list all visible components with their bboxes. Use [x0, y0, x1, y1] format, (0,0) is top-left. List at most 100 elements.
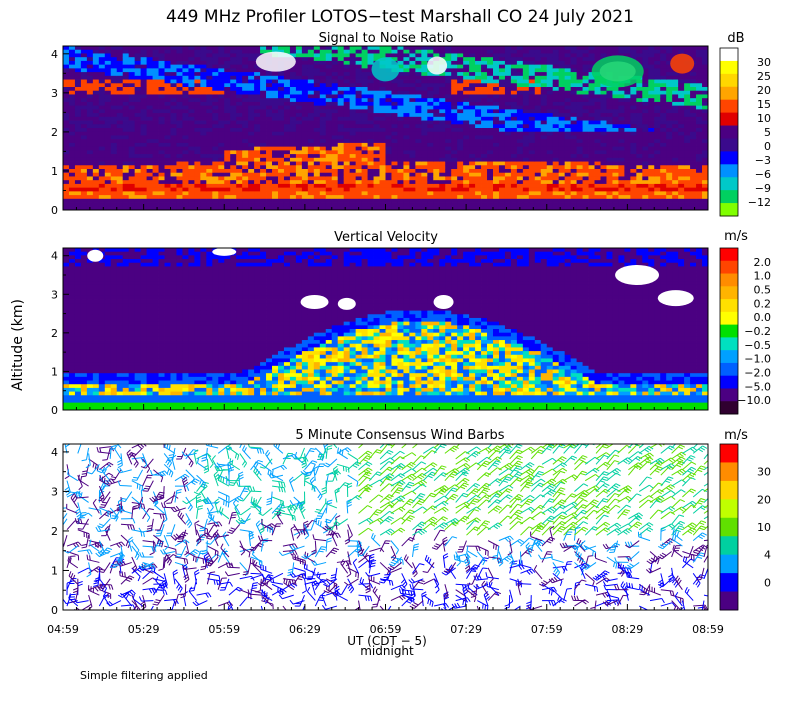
snr-cell — [595, 50, 601, 54]
snr-cell — [648, 132, 654, 136]
snr-cell — [230, 176, 236, 180]
snr-cell — [302, 87, 308, 91]
snr-cell — [260, 128, 266, 132]
snr-cell — [505, 53, 511, 57]
snr-cell — [350, 124, 356, 128]
velocity-cell — [63, 322, 69, 326]
snr-cell — [171, 76, 177, 80]
snr-cell — [553, 143, 559, 147]
snr-cell — [129, 83, 135, 87]
snr-cell — [272, 173, 278, 177]
snr-cell — [445, 72, 451, 76]
snr-cell — [529, 57, 535, 61]
snr-cell — [278, 124, 284, 128]
snr-cell — [129, 143, 135, 147]
snr-cell — [589, 203, 595, 207]
snr-cell — [439, 106, 445, 110]
snr-cell — [487, 121, 493, 125]
snr-cell — [511, 150, 517, 154]
snr-cell — [356, 46, 362, 50]
snr-cell — [684, 184, 690, 188]
snr-cell — [320, 180, 326, 184]
snr-cell — [320, 203, 326, 207]
snr-cell — [654, 106, 660, 110]
snr-cell — [368, 128, 374, 132]
snr-cell — [535, 113, 541, 117]
snr-cell — [475, 46, 481, 50]
velocity-cell — [75, 252, 81, 256]
snr-cell — [308, 94, 314, 98]
snr-cell — [212, 195, 218, 199]
snr-cell — [612, 132, 618, 136]
snr-cell — [105, 102, 111, 106]
snr-cell — [63, 50, 69, 54]
snr-cell — [469, 121, 475, 125]
snr-cell — [606, 139, 612, 143]
snr-cell — [218, 143, 224, 147]
snr-cell — [523, 72, 529, 76]
snr-cell — [296, 117, 302, 121]
snr-cell — [93, 109, 99, 113]
snr-cell — [618, 176, 624, 180]
snr-cell — [487, 83, 493, 87]
snr-cell — [630, 203, 636, 207]
snr-cell — [99, 176, 105, 180]
snr-cell — [350, 106, 356, 110]
snr-cell — [451, 117, 457, 121]
snr-cell — [135, 132, 141, 136]
snr-cell — [493, 124, 499, 128]
velocity-cell — [69, 329, 75, 333]
snr-cell — [565, 80, 571, 84]
snr-cell — [445, 113, 451, 117]
snr-cell — [684, 128, 690, 132]
snr-cell — [129, 80, 135, 84]
snr-cell — [481, 199, 487, 203]
snr-cell — [487, 176, 493, 180]
snr-cell — [397, 158, 403, 162]
snr-cell — [147, 53, 153, 57]
snr-cell — [272, 117, 278, 121]
snr-cell — [278, 135, 284, 139]
snr-cell — [254, 50, 260, 54]
snr-cell — [391, 50, 397, 54]
snr-cell — [630, 91, 636, 95]
snr-cell — [409, 113, 415, 117]
snr-cell — [362, 139, 368, 143]
snr-cell — [326, 191, 332, 195]
snr-cell — [559, 117, 565, 121]
snr-cell — [254, 195, 260, 199]
snr-cell — [69, 76, 75, 80]
snr-cell — [565, 169, 571, 173]
snr-cell — [391, 98, 397, 102]
snr-cell — [87, 121, 93, 125]
snr-cell — [463, 91, 469, 95]
snr-cell — [374, 150, 380, 154]
snr-cell — [248, 106, 254, 110]
snr-cell — [565, 83, 571, 87]
snr-cell — [123, 76, 129, 80]
snr-cell — [463, 68, 469, 72]
snr-cell — [171, 154, 177, 158]
snr-cell — [260, 117, 266, 121]
snr-cell — [200, 162, 206, 166]
snr-cell — [445, 135, 451, 139]
snr-cell — [350, 143, 356, 147]
snr-cell — [206, 94, 212, 98]
snr-cell — [153, 188, 159, 192]
snr-cell — [75, 121, 81, 125]
snr-cell — [654, 80, 660, 84]
snr-cell — [314, 128, 320, 132]
snr-plume — [670, 54, 694, 74]
snr-cell — [618, 94, 624, 98]
snr-cell — [81, 188, 87, 192]
snr-cell — [165, 61, 171, 65]
snr-cell — [433, 169, 439, 173]
snr-cell — [368, 143, 374, 147]
snr-cell — [475, 139, 481, 143]
snr-cell — [427, 50, 433, 54]
snr-cell — [380, 165, 386, 169]
snr-cell — [571, 46, 577, 50]
snr-cell — [117, 154, 123, 158]
snr-cell — [463, 199, 469, 203]
snr-cell — [254, 162, 260, 166]
